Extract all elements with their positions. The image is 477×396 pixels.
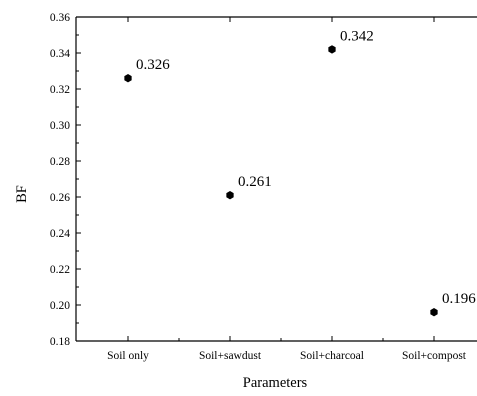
y-tick-label: 0.20 [50,300,70,312]
data-point [124,74,132,83]
data-labels: 0.326 0.261 0.342 0.196 [136,28,476,307]
data-point [328,45,336,54]
y-tick-label: 0.36 [50,12,70,24]
x-tick-label: Soil+charcoal [300,350,364,362]
y-axis: 0.18 0.20 0.22 0.24 0.26 0.28 0.30 0.32 0.34 0.36 [50,12,81,348]
data-points [124,45,438,317]
data-label: 0.326 [136,57,170,73]
y-tick-label: 0.24 [50,228,70,240]
x-axis: Soil only Soil+sawdust Soil+charcoal Soil+c… [107,17,467,362]
x-axis-title: Parameters [243,375,308,391]
y-tick-label: 0.26 [50,192,70,204]
y-tick-label: 0.22 [50,264,70,276]
data-point [226,191,234,200]
x-tick-label: Soil+compost [402,350,467,362]
y-tick-label: 0.18 [50,336,70,348]
data-label: 0.342 [340,28,374,44]
data-label: 0.261 [238,174,272,190]
data-point [430,308,438,317]
y-axis-title: BF [14,185,30,203]
x-tick-label: Soil only [107,350,149,362]
x-tick-label: Soil+sawdust [199,350,262,362]
y-tick-label: 0.30 [50,120,70,132]
y-tick-label: 0.34 [50,48,70,60]
y-tick-label: 0.28 [50,156,70,168]
data-label: 0.196 [442,291,476,307]
y-tick-label: 0.32 [50,84,70,96]
